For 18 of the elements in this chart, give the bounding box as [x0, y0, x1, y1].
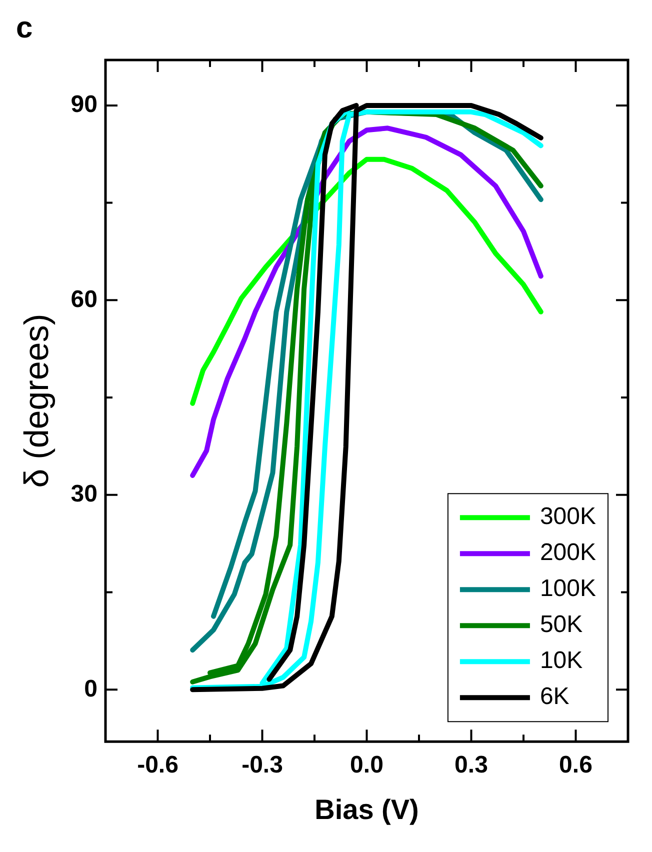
legend-label: 6K	[540, 683, 570, 710]
x-tick-label: 0.3	[454, 752, 488, 779]
legend-label: 300K	[540, 503, 596, 530]
y-tick-label: 90	[70, 91, 98, 118]
x-tick-label: -0.6	[137, 752, 178, 779]
legend-label: 100K	[540, 575, 596, 602]
x-axis-title: Bias (V)	[314, 794, 419, 825]
x-tick-label: 0.6	[559, 752, 592, 779]
y-axis-title: δ (degrees)	[18, 314, 56, 488]
y-tick-label: 0	[84, 675, 98, 702]
x-tick-label: -0.3	[242, 752, 283, 779]
text: c	[16, 11, 33, 44]
y-tick-label: 30	[70, 480, 98, 508]
legend-label: 200K	[540, 539, 596, 566]
y-tick-label: 60	[70, 286, 98, 313]
legend-label: 10K	[540, 647, 583, 674]
x-tick-label: 0.0	[350, 752, 384, 779]
legend-label: 50K	[540, 611, 583, 638]
